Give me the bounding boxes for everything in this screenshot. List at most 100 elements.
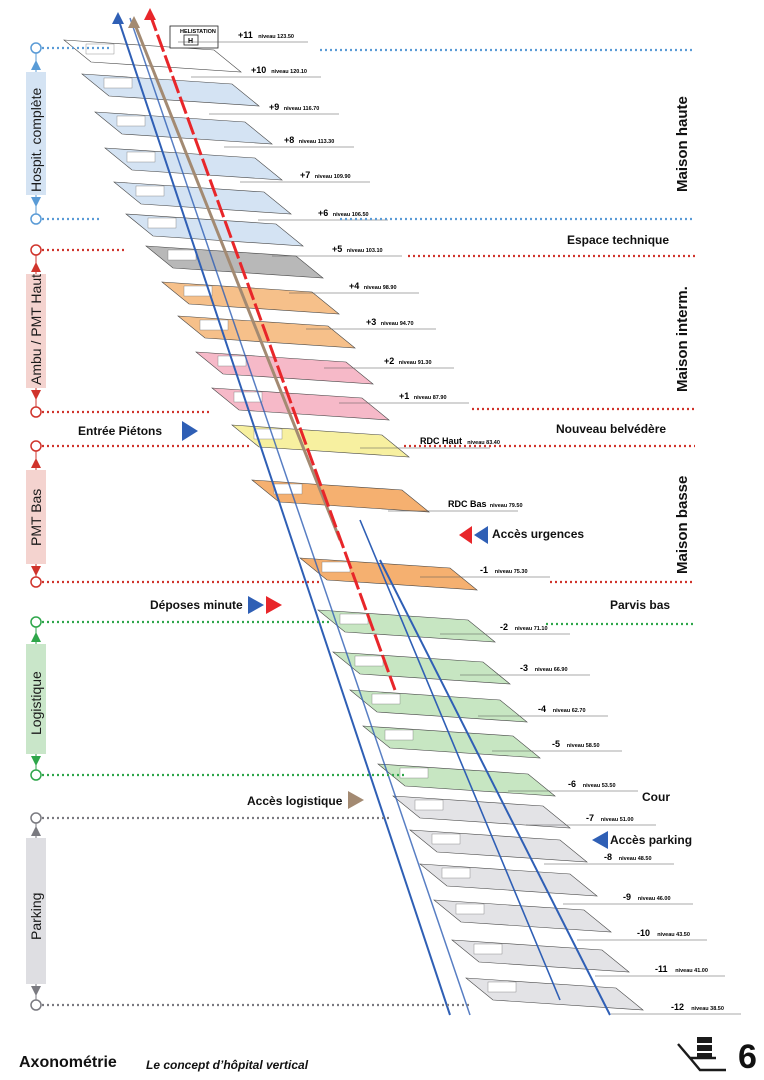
floor-room <box>233 391 263 403</box>
page-number: 6 <box>738 1038 757 1076</box>
blue-shaft-4 <box>359 519 561 1001</box>
floor-room <box>441 867 471 879</box>
section-label-ambu: Ambu / PMT Haut <box>28 274 44 385</box>
heliport: HELISTATION H <box>169 25 219 49</box>
section-pmt-bas: PMT Bas <box>26 440 46 588</box>
level-number: -3 <box>520 663 528 673</box>
level-elevation: niveau 58.50 <box>567 743 600 749</box>
level-elevation: niveau 106.50 <box>333 212 369 218</box>
blue-shaft-3 <box>379 559 611 1016</box>
blue-arrowhead-up <box>112 12 124 24</box>
level-number: +6 <box>318 208 328 218</box>
section-bars: Hospit. complète Ambu / PMT Haut PMT Bas <box>26 42 46 1011</box>
level-elevation: niveau 120.10 <box>271 69 307 75</box>
level-elevation: niveau 51.00 <box>601 817 634 823</box>
footer-title: Axonométrie <box>19 1054 117 1071</box>
level-number: +5 <box>332 244 342 254</box>
level-number: +11 <box>238 30 253 40</box>
level-number: +10 <box>251 65 266 75</box>
heli-h-icon: H <box>188 38 193 45</box>
section-parking: Parking <box>26 812 46 1011</box>
arrow-parking-icon <box>592 831 608 849</box>
floor-room <box>473 943 503 955</box>
section-label-pmt-bas: PMT Bas <box>28 489 44 546</box>
level-elevation: niveau 62.70 <box>553 708 586 714</box>
level-number: -10 <box>637 928 650 938</box>
blue-shaft-1 <box>117 17 451 1016</box>
label-espace-technique: Espace technique <box>567 233 669 247</box>
level-number: -12 <box>671 1002 684 1012</box>
level-elevation: niveau 41.00 <box>675 968 708 974</box>
level-elevation: niveau 116.70 <box>284 106 319 112</box>
section-hospit-complete: Hospit. complète <box>26 42 46 225</box>
footer-subtitle: Le concept d’hôpital vertical <box>146 1058 309 1072</box>
section-label-parking: Parking <box>28 893 44 940</box>
floor-room <box>431 833 461 845</box>
floor-room <box>321 561 351 573</box>
level-elevation: niveau 79.50 <box>490 503 523 509</box>
level-labels: +11 niveau 123.50 +10 niveau 120.10 +9 niveau… <box>178 30 741 1015</box>
level-number: +2 <box>384 356 394 366</box>
arrow-entree-pietons-icon <box>182 421 198 441</box>
floor-plates <box>63 39 644 1011</box>
floor-room <box>199 319 229 331</box>
zone-maison-interm: Maison interm. <box>674 286 691 392</box>
level-number: -5 <box>552 739 560 749</box>
level-number: +3 <box>366 317 376 327</box>
label-cour: Cour <box>642 790 670 804</box>
floor-room <box>85 43 115 55</box>
level-number: -2 <box>500 622 508 632</box>
helistation-label: HELISTATION <box>180 29 216 35</box>
arrow-urgences-blue-icon <box>474 526 488 544</box>
floor-room <box>384 729 414 741</box>
level-elevation: niveau 53.50 <box>583 783 616 789</box>
red-arrowhead-up <box>144 8 156 20</box>
level-elevation: niveau 91.30 <box>399 360 432 366</box>
floor-room <box>183 285 213 297</box>
label-acces-logistique: Accès logistique <box>247 794 343 808</box>
floor-room <box>135 185 165 197</box>
level-number: +9 <box>269 102 279 112</box>
floor-room <box>371 693 401 705</box>
level-number: RDC Bas <box>448 499 487 509</box>
level-number: -6 <box>568 779 576 789</box>
level-elevation: niveau 83.40 <box>467 440 500 446</box>
level-elevation: niveau 113.30 <box>299 139 334 145</box>
arrow-deposes-red-icon <box>266 596 282 614</box>
level-elevation: niveau 94.70 <box>381 321 414 327</box>
floor-room <box>147 217 177 229</box>
stacked-floors-icon <box>677 1037 726 1072</box>
zone-maison-basse: Maison basse <box>674 476 691 574</box>
level-elevation: niveau 46.00 <box>638 896 671 902</box>
arrow-logistique-icon <box>348 791 364 809</box>
label-entree-pietons: Entrée Piétons <box>78 424 162 438</box>
separator-lines <box>42 46 695 1007</box>
blue-shaft-2 <box>129 17 471 1016</box>
level-number: +7 <box>300 170 310 180</box>
label-nouveau-belvedere: Nouveau belvédère <box>556 422 666 436</box>
floor-room <box>253 428 283 440</box>
red-shaft <box>148 13 397 691</box>
section-label-hospit: Hospit. complète <box>28 88 44 192</box>
floor-room <box>455 903 485 915</box>
level-elevation: niveau 75.30 <box>495 569 528 575</box>
level-elevation: niveau 98.90 <box>364 285 397 291</box>
level-elevation: niveau 48.50 <box>619 856 652 862</box>
zone-maison-haute: Maison haute <box>674 96 691 192</box>
floor-room <box>273 483 303 495</box>
brown-shaft <box>132 21 342 541</box>
level-number: -7 <box>586 813 594 823</box>
floor-room <box>487 981 517 993</box>
level-number: -11 <box>655 964 668 974</box>
level-number: -4 <box>538 704 546 714</box>
section-logistique: Logistique <box>26 616 46 781</box>
level-elevation: niveau 103.10 <box>347 248 383 254</box>
floor-room <box>339 613 369 625</box>
label-acces-parking: Accès parking <box>610 833 692 847</box>
label-deposes-minute: Déposes minute <box>150 598 243 612</box>
brown-arrowhead-up <box>128 16 140 28</box>
level-number: +8 <box>284 135 294 145</box>
level-number: -1 <box>480 565 488 575</box>
level-number: +1 <box>399 391 409 401</box>
